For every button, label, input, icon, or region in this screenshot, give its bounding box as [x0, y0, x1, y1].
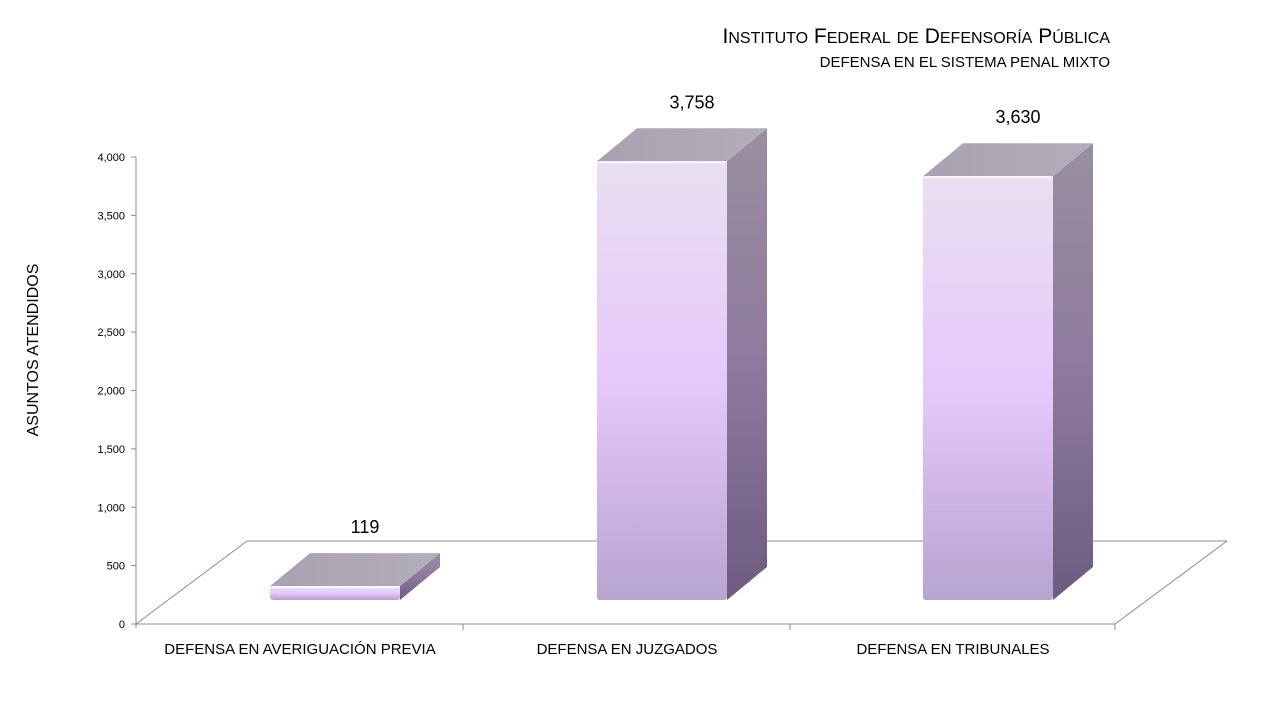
data-label: 3,758	[669, 92, 714, 112]
y-tick-label: 0	[119, 619, 125, 631]
y-tick-label: 3,500	[97, 210, 125, 222]
bar-side	[1053, 143, 1093, 600]
bars	[270, 128, 1093, 601]
y-tick-label: 2,000	[97, 386, 125, 398]
bar	[270, 553, 440, 600]
bar-front	[923, 176, 1053, 600]
x-category-label: DEFENSA EN JUZGADOS	[537, 641, 718, 658]
data-label: 3,630	[995, 107, 1040, 127]
bar-front	[597, 161, 727, 601]
bar	[923, 143, 1093, 600]
y-tick-label: 500	[107, 561, 125, 573]
y-tick-label: 4,000	[97, 152, 125, 164]
chart-subtitle: DEFENSA EN EL SISTEMA PENAL MIXTO	[820, 54, 1110, 71]
bar-top	[270, 553, 440, 587]
y-tick-label: 1,000	[97, 502, 125, 514]
bar-side	[400, 553, 440, 600]
x-category-label: DEFENSA EN AVERIGUACIÓN PREVIA	[164, 641, 435, 658]
bar-top	[597, 128, 767, 162]
x-category-label: DEFENSA EN TRIBUNALES	[856, 641, 1049, 658]
chart-title: INSTITUTO FEDERAL DE DEFENSORÍA PÚBLICA	[723, 25, 1111, 48]
floor-right-edge	[1114, 540, 1228, 625]
bar-front	[270, 586, 400, 600]
bar-side	[727, 128, 767, 601]
bar-top	[923, 143, 1093, 177]
data-label: 119	[351, 517, 380, 537]
bar	[597, 128, 767, 601]
floor-left-edge	[135, 540, 248, 625]
y-tick-label: 1,500	[97, 444, 125, 456]
y-axis-label: ASUNTOS ATENDIDOS	[25, 264, 42, 437]
data-labels: 119 3,758 3,630	[351, 92, 1041, 537]
y-tick-label: 3,000	[97, 269, 125, 281]
x-axis: DEFENSA EN AVERIGUACIÓN PREVIA DEFENSA EN…	[164, 624, 1116, 658]
y-axis-ticks: 0 500 1,000 1,500 2,000 2,500 3,000 3,500 4,000	[97, 152, 136, 631]
y-tick-label: 2,500	[97, 327, 125, 339]
